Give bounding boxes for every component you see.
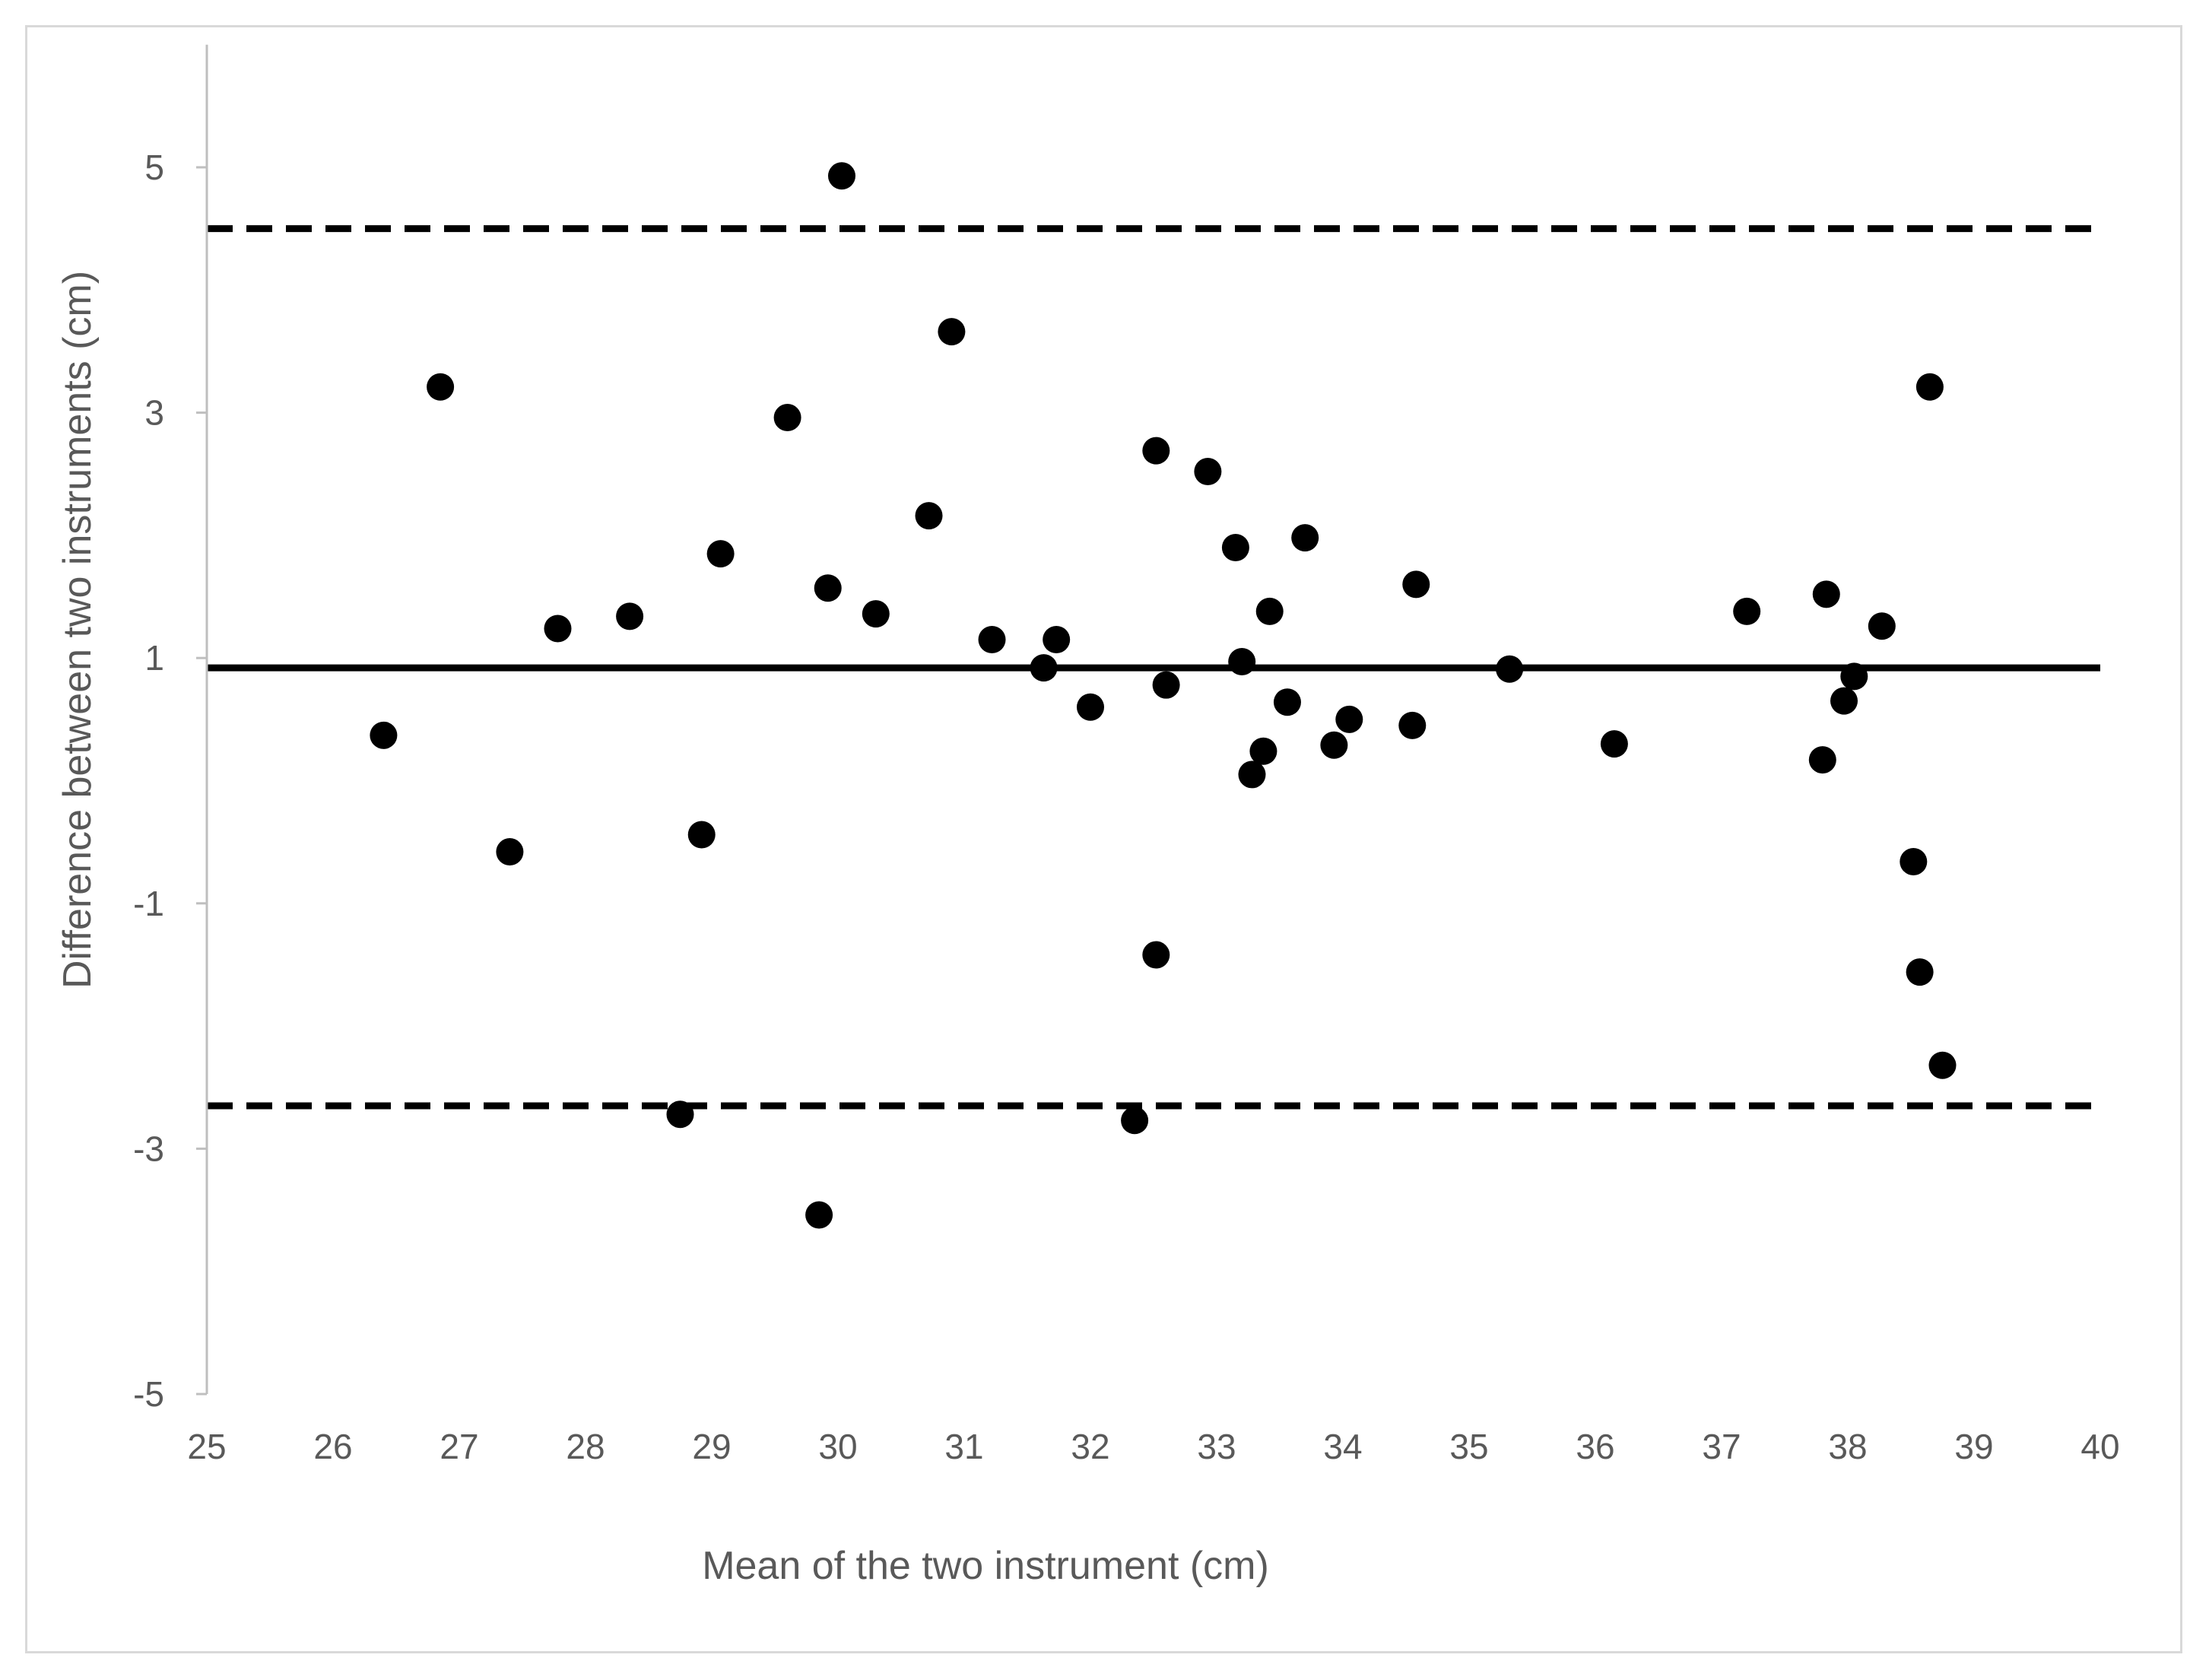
bland-altman-plot: 25 26 27 28 29 30 31 32 33 34 35 36 37 38 39 40 -5-3-11… [56,44,2120,1588]
data-point [687,821,716,849]
chart-frame: 25 26 27 28 29 30 31 32 33 34 35 36 37 38 39 40 -5 -3 -1 1… [25,25,2182,1653]
data-point [616,602,644,630]
data-point [773,404,801,432]
plot-axes [196,44,208,1396]
data-point [1915,373,1944,401]
y-tick-label: 1 [144,638,164,678]
data-point [1043,626,1071,654]
y-tick-label: -1 [133,884,164,923]
data-point [1238,761,1266,789]
y-tick-label: 5 [144,148,164,187]
data-point [1600,730,1628,758]
data-point [1077,693,1104,721]
data-point [1900,847,1928,875]
data-point [496,838,524,866]
data-point [862,600,890,628]
data-point [978,626,1006,654]
x-tick-label: 39 [1954,1427,1993,1466]
x-tick-label: 32 [1071,1427,1109,1466]
data-point [1808,746,1836,774]
data-point [544,615,572,643]
data-point [1398,711,1427,739]
data-point [1142,941,1170,969]
data-point [1255,597,1284,625]
x-tick-label: 33 [1197,1427,1236,1466]
y-tick-label: -5 [133,1374,164,1414]
data-point [1868,612,1896,640]
data-point [1402,570,1430,599]
x-tick-label: 31 [944,1427,983,1466]
data-point [827,162,855,190]
data-point [1221,534,1249,562]
data-point [370,721,398,749]
x-tick-labels: 25 26 27 28 29 30 31 32 33 34 35 36 37 38 39 40 [187,1427,2119,1466]
y-tick-label: -3 [133,1129,164,1168]
x-tick-label: 27 [440,1427,478,1466]
plot-points [370,162,1957,1229]
y-axis-title: Difference between two instruments (cm) [56,271,100,989]
x-tick-label: 37 [1702,1427,1741,1466]
data-point [1291,524,1319,552]
y-tick-label: 3 [144,393,164,433]
data-point [1320,731,1348,759]
data-point [1830,687,1858,715]
x-tick-label: 30 [818,1427,857,1466]
data-point [1121,1107,1149,1135]
x-tick-label: 29 [692,1427,731,1466]
y-tick-labels: -5 -3 -1 1 3 5 [133,148,164,1414]
data-point [427,373,455,401]
data-point [1812,580,1840,608]
data-point [1496,655,1524,683]
data-point [706,540,735,568]
data-point [1030,654,1058,682]
data-point [1840,662,1868,691]
data-point [666,1100,694,1129]
plot-lines [207,225,2100,1110]
x-tick-label: 36 [1576,1427,1614,1466]
data-point [1273,688,1301,716]
x-tick-label: 40 [2080,1427,2119,1466]
data-point [938,318,966,346]
x-tick-label: 34 [1323,1427,1362,1466]
data-point [1194,458,1222,486]
x-tick-label: 25 [187,1427,226,1466]
x-tick-label: 35 [1449,1427,1488,1466]
data-point [1152,671,1180,699]
data-point [814,574,842,602]
data-point [1142,437,1170,465]
data-point [1906,958,1934,986]
data-point [1733,597,1761,625]
data-point [1249,737,1277,765]
x-tick-label: 38 [1828,1427,1867,1466]
data-point [1335,705,1363,733]
data-point [805,1201,833,1229]
data-point [915,502,943,530]
x-axis-title: Mean of the two instrument (cm) [702,1544,1269,1588]
x-tick-label: 28 [566,1427,605,1466]
x-tick-label: 26 [313,1427,352,1466]
data-point [1228,648,1256,676]
data-point [1928,1051,1957,1079]
